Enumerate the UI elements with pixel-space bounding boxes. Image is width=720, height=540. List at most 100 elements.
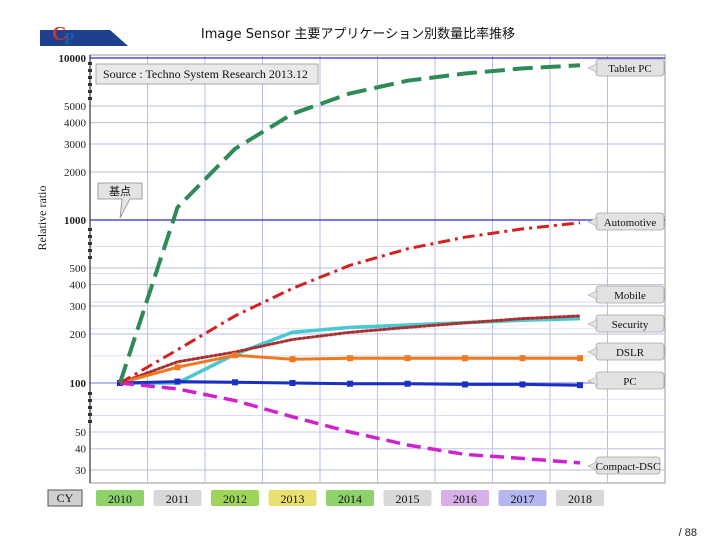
x-tick-box [556,490,604,506]
data-point-pc [174,378,181,385]
data-point-pc [519,381,526,388]
data-point-dslr [232,352,238,359]
axis-break-mark [88,413,92,416]
x-tick-box [498,490,547,506]
data-point-dslr [404,355,411,362]
axis-break-mark [88,76,92,79]
series-label-compact-dsc: Compact-DSC [596,461,661,473]
y-tick-label: 2000 [64,167,87,179]
axis-break-mark [88,228,92,231]
series-layer [117,63,583,465]
series-label-dslr: DSLR [616,347,645,359]
x-tick-label: 2018 [568,492,592,506]
axis-break-mark [88,249,92,252]
series-label-tablet-pc: Tablet PC [608,63,652,75]
series-label-pointer [587,63,598,73]
logo: C P [40,23,128,48]
data-point-pc [577,382,583,389]
callout-text: 基点 [109,185,131,198]
series-line-security [120,316,581,385]
base-point-callout: 基点 [97,182,143,219]
y-tick-label: 500 [70,263,87,275]
source-text: Source : Techno System Research 2013.12 [103,67,308,81]
y-tick-label: 5000 [64,101,87,113]
series-label-pc: PC [623,376,636,388]
series-line-automotive [119,221,581,385]
x-tick-label: 2013 [281,492,305,506]
x-axis-prefix: CY [57,491,74,505]
series-label-pointer [587,217,598,227]
x-tick-box [383,490,432,506]
x-tick-label: 2012 [223,492,247,506]
axis-break-mark [88,69,92,72]
axis-break-mark [88,399,92,402]
axis-break-mark [88,242,92,245]
axis-break-mark [88,90,92,93]
series-label-pointer [587,290,598,300]
series-label-mobile: Mobile [614,290,646,302]
series-line-tablet-pc [118,63,581,384]
data-point-pc [404,380,411,387]
series-label-pointer [587,347,598,357]
callout-bubble [97,182,143,219]
data-point-pc [289,380,296,386]
y-axis-breaks [88,62,92,423]
x-tick-label: 2016 [453,492,477,506]
y-tick-label: 200 [70,329,87,341]
page-number: / 88 [679,527,697,539]
series-label-pointer [587,319,598,329]
x-axis: CY 2010 2011 2012 2013 2014 2015 2016 2017 2018 [47,489,604,507]
x-tick-label: 2015 [396,492,420,506]
x-tick-label: 2011 [166,492,190,506]
data-point-dslr [519,355,526,362]
y-tick-label: 1000 [64,215,87,227]
x-tick-label: 2017 [511,492,535,506]
data-point-pc [462,381,468,388]
y-tick-label: 4000 [64,118,87,130]
x-tick-box [326,490,374,506]
y-tick-labels: 10000 5000 4000 3000 2000 1000 500 400 300 200 100… [59,53,87,477]
series-label-automotive: Automotive [604,217,657,229]
y-tick-label: 3000 [64,139,87,151]
x-prefix-box [47,489,83,507]
series-label-pointer [587,376,598,386]
x-tick-box [96,490,144,506]
series-labels: Tablet PC Automotive Mobile Security DSLR PC C… [587,58,665,475]
data-point-pc [232,379,238,386]
axis-break-mark [88,392,92,395]
y-tick-label: 300 [70,301,87,313]
logo-banner [40,30,128,46]
y-tick-label: 50 [75,427,87,439]
source-box [95,63,319,85]
logo-letter-p: P [64,29,74,48]
series-label-pointer [587,461,598,471]
series-line-compact-dsc [119,381,581,465]
data-point-dslr [577,355,583,362]
axis-break-mark [88,256,92,259]
y-tick-label: 100 [70,378,87,390]
data-point-dslr [174,364,181,371]
data-point-dslr [462,355,468,362]
source-note: Source : Techno System Research 2013.12 [95,63,319,85]
x-tick-box [211,490,259,506]
axis-break-mark [88,62,92,65]
series-line-mobile [118,314,582,385]
y-tick-label: 10000 [59,53,87,65]
chart-title: Image Sensor 主要アプリケーション別数量比率推移 [201,26,515,42]
gridlines [90,55,665,483]
y-tick-label: 400 [70,280,87,292]
x-tick-label: 2014 [338,492,362,506]
axis-break-mark [88,406,92,409]
x-tick-box [268,490,317,506]
y-tick-label: 40 [75,444,87,456]
axis-break-mark [88,420,92,423]
logo-letter-c: C [52,23,66,45]
axis-break-mark [88,97,92,100]
data-point-dslr [289,356,296,363]
series-label-security: Security [612,319,649,331]
data-point-dslr [347,355,353,362]
x-tick-box [153,490,202,506]
data-point-pc [347,380,353,387]
axis-break-mark [88,83,92,86]
